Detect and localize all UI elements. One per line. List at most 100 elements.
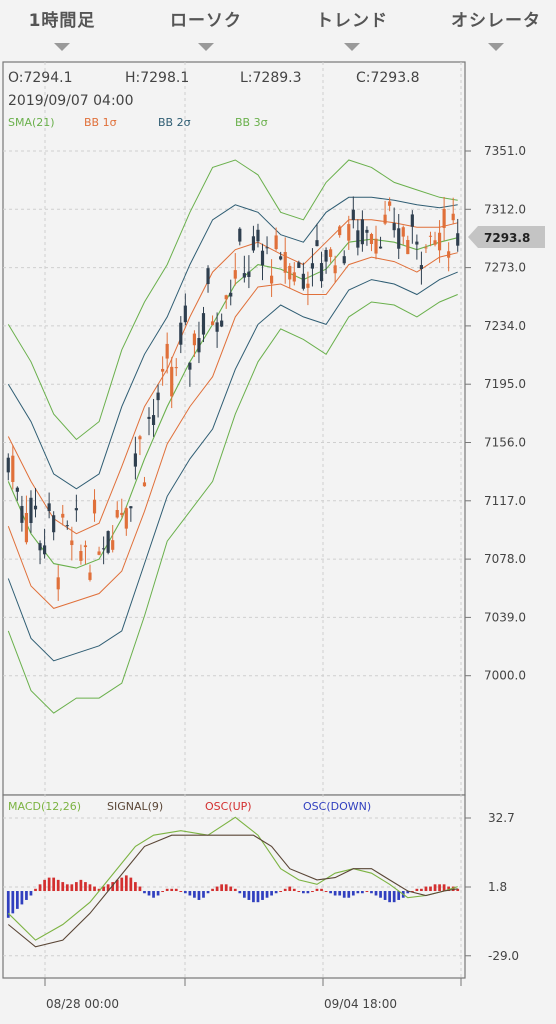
legend-bb2: BB 2σ <box>158 116 191 129</box>
candle-body <box>179 322 183 345</box>
legend-macd: MACD(12,26) <box>8 800 82 813</box>
osc-up-bar <box>120 877 124 892</box>
y-tick-label: 7273.0 <box>484 261 526 275</box>
tab-chart-type[interactable]: ローソク <box>141 6 271 51</box>
candle-body <box>233 270 237 279</box>
candle-body <box>270 275 274 284</box>
osc-up-bar <box>279 891 283 893</box>
y-tick-label: 7000.0 <box>484 669 526 683</box>
candle-body <box>406 239 410 255</box>
candle-body <box>38 543 42 551</box>
candle-body <box>383 214 387 224</box>
candle-body <box>129 506 133 509</box>
tab-oscillator-label: オシレータ <box>451 11 541 31</box>
osc-up-bar <box>129 877 133 892</box>
candle-body <box>174 367 178 369</box>
candle-body <box>333 265 337 274</box>
candle-body <box>201 313 206 335</box>
osc-up-bar <box>311 891 314 893</box>
candle-body <box>369 233 374 244</box>
candle-body <box>70 540 74 546</box>
candle-body <box>424 247 428 249</box>
candle-body <box>342 256 346 264</box>
candle-body <box>238 228 242 242</box>
candle-body <box>437 232 442 251</box>
tab-timeframe[interactable]: 1時間足 <box>0 6 127 51</box>
tab-chart-type-label: ローソク <box>170 11 242 31</box>
osc-down-bar <box>6 891 10 918</box>
osc-up-bar <box>451 886 455 892</box>
osc-down-bar <box>338 891 342 896</box>
candle-body <box>297 262 301 268</box>
candle-body <box>220 320 224 327</box>
osc-down-bar <box>147 891 151 896</box>
osc-up-bar <box>111 882 115 892</box>
osc-up-bar <box>34 888 37 892</box>
legend-osc-up: OSC(UP) <box>205 800 252 813</box>
candle-body <box>279 256 283 260</box>
candle-body <box>52 515 56 533</box>
ohlc-low: L:7289.3 <box>240 70 302 86</box>
osc-down-bar <box>143 891 146 894</box>
osc-up-bar <box>292 888 296 892</box>
osc-up-bar <box>38 884 42 892</box>
tab-timeframe-label: 1時間足 <box>28 11 96 31</box>
osc-up-bar <box>442 884 446 892</box>
candle-body <box>388 201 392 206</box>
osc-up-bar <box>65 884 69 892</box>
candle-body <box>324 249 328 262</box>
chevron-down-icon <box>344 43 360 51</box>
osc-up-bar <box>288 886 292 892</box>
legend-bb3: BB 3σ <box>235 116 268 129</box>
candle-body <box>111 540 115 550</box>
osc-up-bar <box>320 888 323 892</box>
tab-oscillator[interactable]: オシレータ <box>431 6 556 51</box>
candle-body <box>256 229 260 242</box>
candle-body <box>138 436 142 440</box>
osc-down-bar <box>156 891 160 896</box>
osc-down-bar <box>202 891 205 898</box>
bb3-lower-line <box>7 294 458 714</box>
osc-down-bar <box>183 891 187 894</box>
legend-osc-down: OSC(DOWN) <box>303 800 372 813</box>
candle-body <box>83 545 88 548</box>
candle-body <box>43 545 47 555</box>
candle-body <box>106 531 110 553</box>
candle-body <box>392 223 396 231</box>
osc-down-bar <box>306 891 310 894</box>
osc-down-bar <box>265 891 269 898</box>
candle-body <box>65 525 69 527</box>
candle-body <box>351 209 355 221</box>
osc-down-bar <box>370 891 373 894</box>
chevron-down-icon <box>198 43 214 51</box>
candle-body <box>419 265 423 270</box>
candle-body <box>97 551 101 555</box>
osc-up-bar <box>415 888 419 892</box>
osc-up-bar <box>429 886 432 892</box>
candle-body <box>6 457 10 473</box>
osc-up-bar <box>410 891 414 893</box>
osc-down-bar <box>206 891 210 894</box>
osc-up-bar <box>365 891 369 893</box>
osc-down-bar <box>20 891 24 905</box>
osc-up-bar <box>52 877 56 892</box>
osc-down-bar <box>302 891 305 894</box>
osc-down-bar <box>397 891 401 900</box>
candle-body <box>428 235 433 237</box>
candle-body <box>451 213 455 221</box>
tab-trend[interactable]: トレンド <box>287 6 417 51</box>
candle-body <box>229 292 233 297</box>
osc-up-bar <box>97 888 101 892</box>
candle-body <box>301 273 305 289</box>
osc-down-bar <box>252 891 255 903</box>
osc-down-bar <box>247 891 251 900</box>
osc-up-bar <box>215 886 219 892</box>
y-tick-label: 7156.0 <box>484 436 526 450</box>
osc-up-bar <box>224 884 228 892</box>
osc-down-bar <box>392 891 396 903</box>
candle-body <box>442 208 446 228</box>
candle-body <box>147 416 151 419</box>
candle-body <box>260 250 265 266</box>
osc-up-bar <box>174 888 178 892</box>
